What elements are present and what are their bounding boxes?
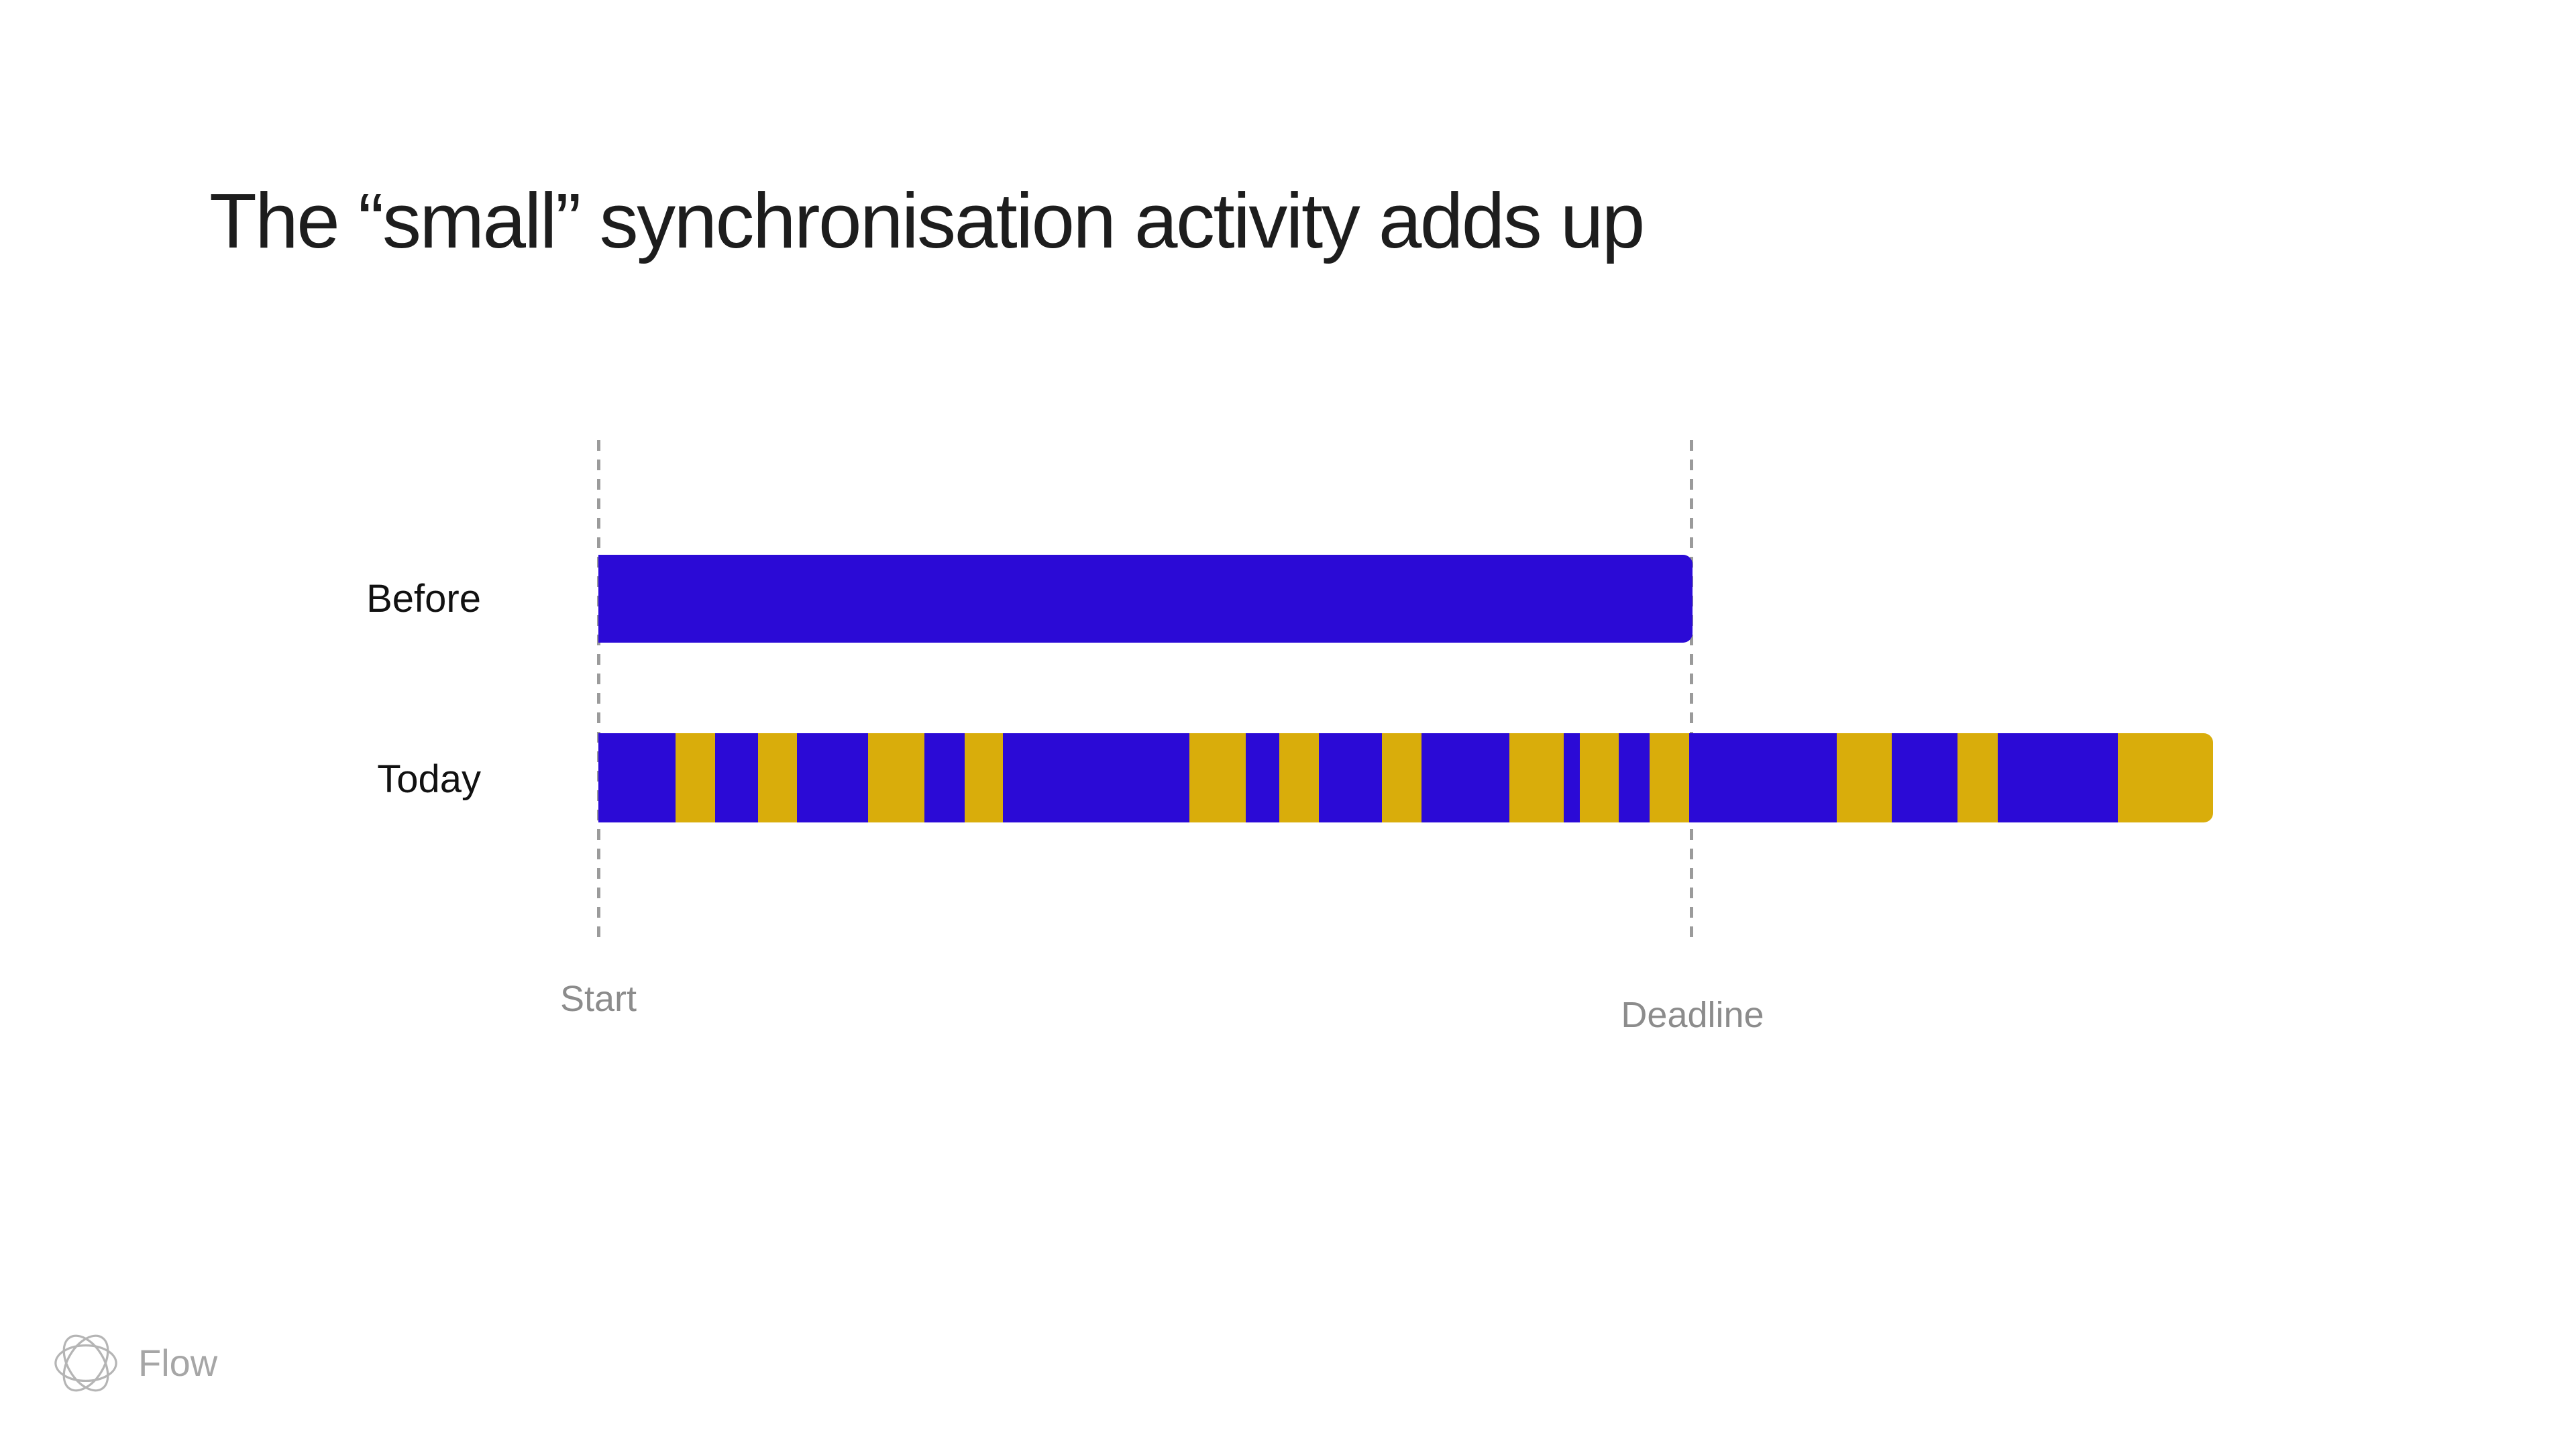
segment-sync [1837,733,1892,822]
row-label-today: Today [377,757,481,801]
segment-work [1246,733,1279,822]
segment-work [797,733,868,822]
segment-work [598,733,676,822]
segment-sync [1957,733,1998,822]
segment-work [598,555,1693,643]
segment-sync [2118,733,2213,822]
page-title: The “small” synchronisation activity add… [209,177,1645,264]
start-marker-line [597,440,600,942]
segment-sync [1382,733,1421,822]
segment-sync [1189,733,1246,822]
brand-footer: Flow [54,1331,217,1395]
segment-work [1689,733,1837,822]
bar-before [598,555,1693,643]
segment-sync [868,733,924,822]
bar-today [598,733,2213,822]
segment-sync [1279,733,1319,822]
row-label-before: Before [366,577,481,621]
segment-sync [1650,733,1689,822]
segment-work [1564,733,1580,822]
start-label: Start [559,979,637,1019]
deadline-marker-line [1690,440,1693,942]
segment-sync [676,733,715,822]
segment-work [1003,733,1189,822]
brand-name: Flow [138,1342,218,1384]
flow-logo-icon [54,1334,117,1392]
segment-work [1421,733,1509,822]
segment-sync [1509,733,1564,822]
segment-sync [965,733,1003,822]
segment-work [1619,733,1650,822]
segment-sync [1580,733,1619,822]
segment-work [715,733,758,822]
deadline-label: Deadline [1621,995,1764,1035]
segment-work [1319,733,1382,822]
segment-sync [758,733,797,822]
segment-work [924,733,965,822]
segment-work [1892,733,1957,822]
segment-work [1998,733,2118,822]
